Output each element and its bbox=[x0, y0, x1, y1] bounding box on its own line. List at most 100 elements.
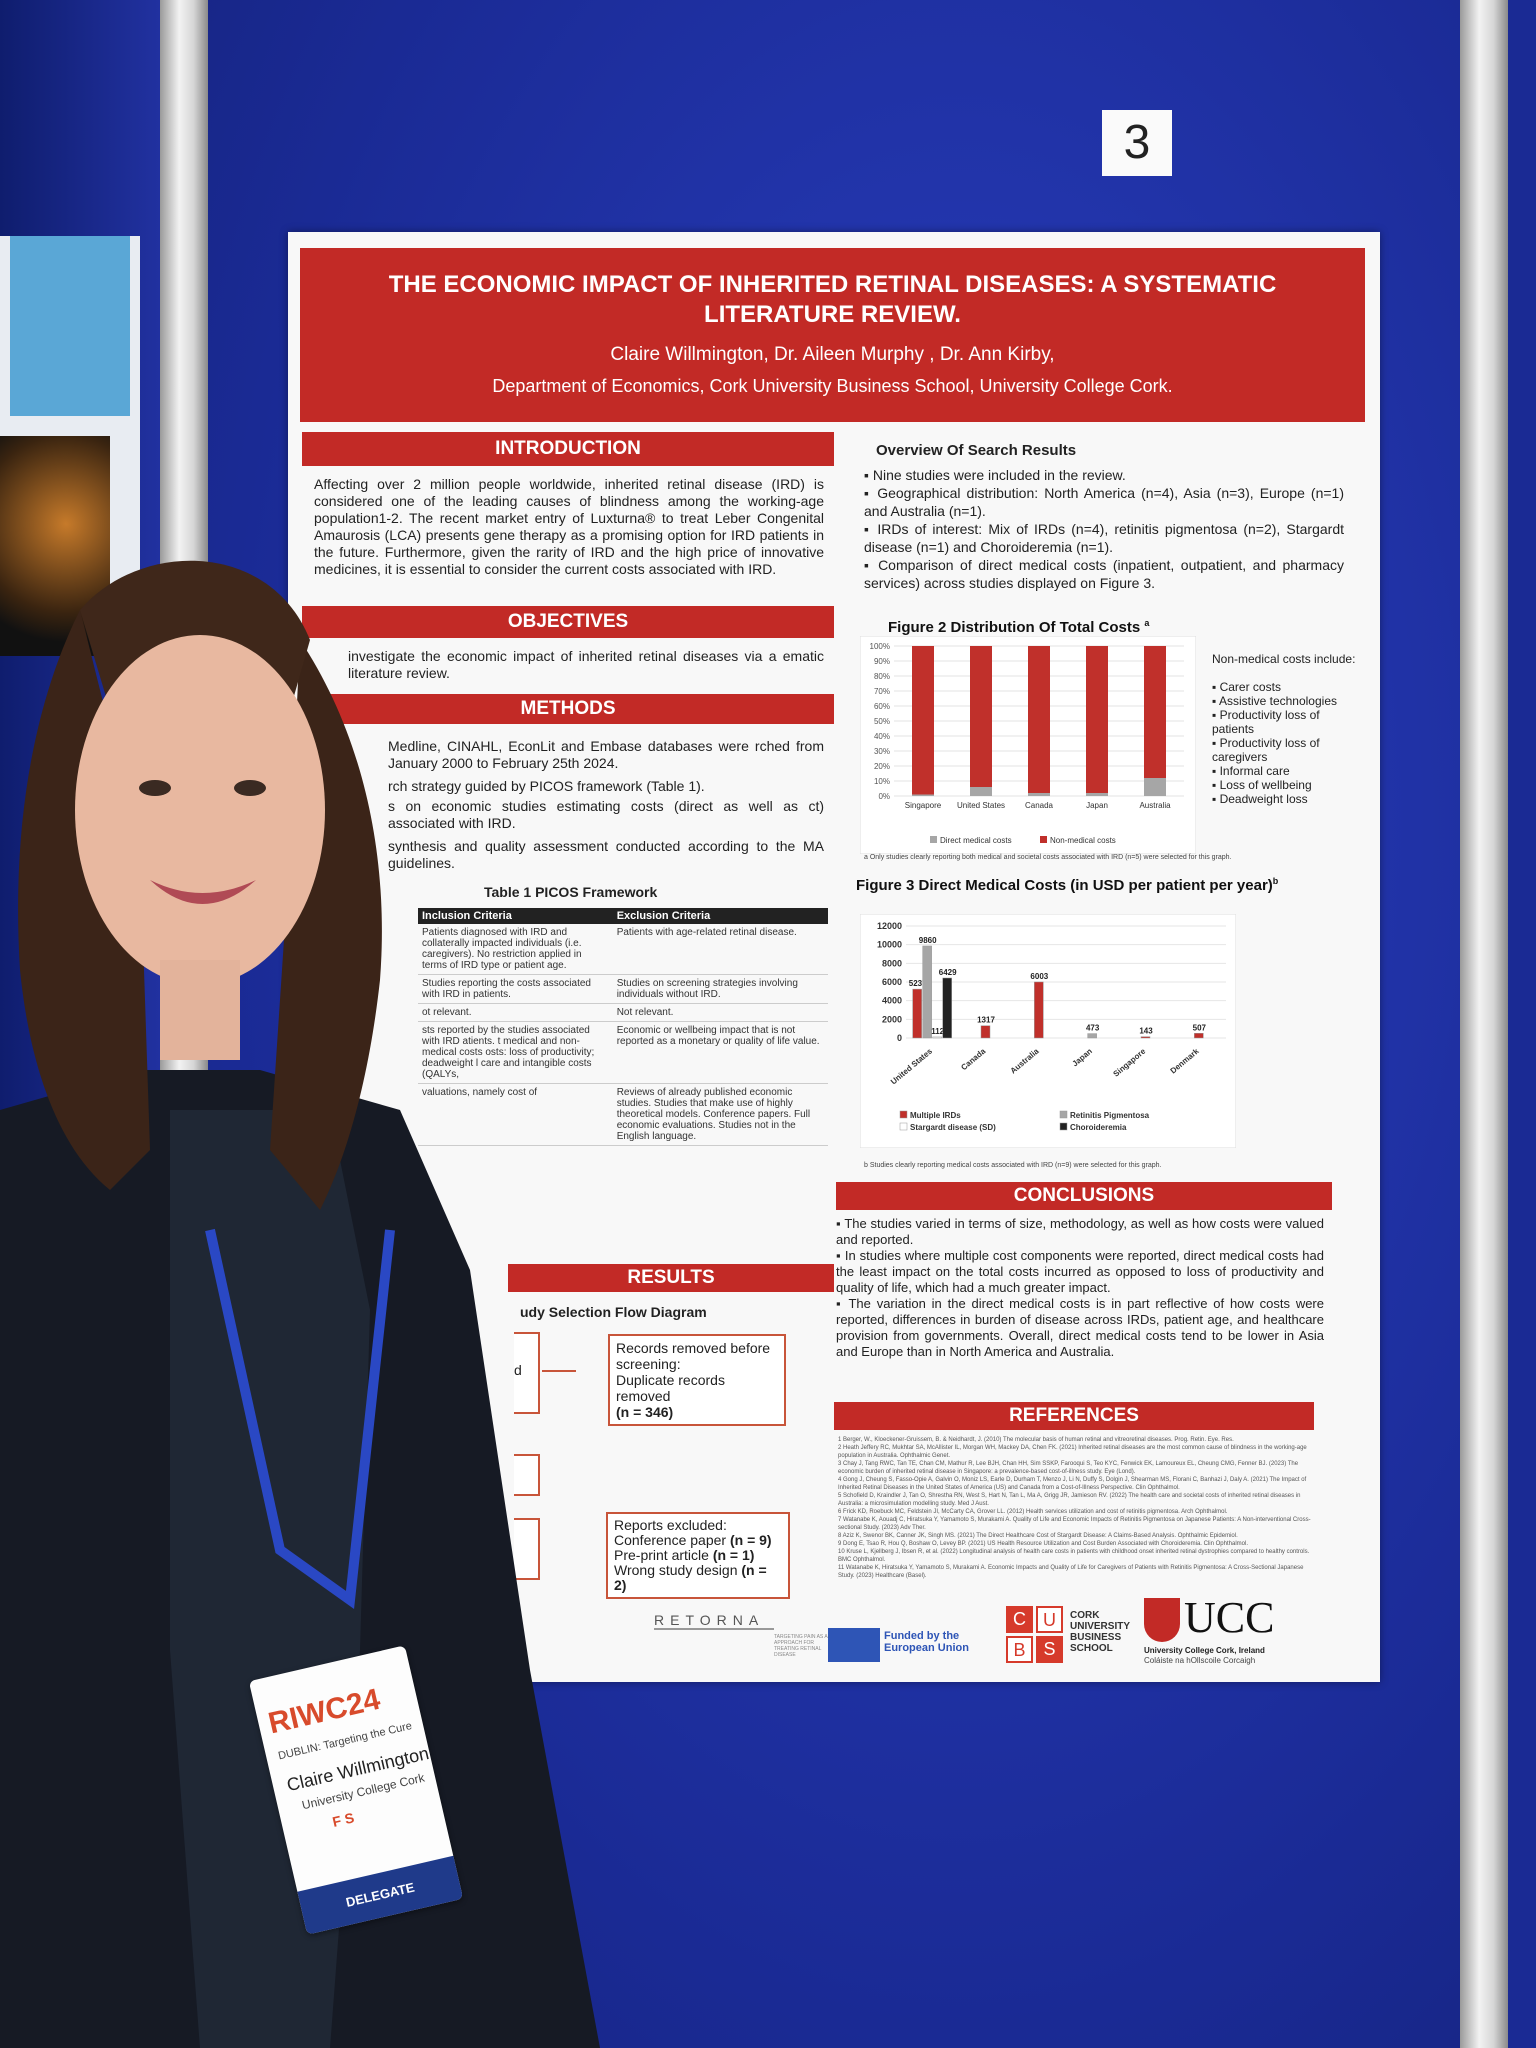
cubs-logo-icon: C U B S bbox=[1006, 1606, 1064, 1664]
badge-initials: F S bbox=[330, 1809, 356, 1830]
flow-arrow bbox=[542, 1370, 576, 1372]
figure-3-title-sup: b bbox=[1272, 876, 1279, 886]
y-tick-label: 8000 bbox=[882, 958, 902, 968]
table-row: sts reported by the studies associated w… bbox=[418, 1021, 828, 1084]
nonmedical-heading: Non-medical costs include: bbox=[1212, 652, 1356, 666]
reference-item: 8 Aziz K, Swenor BK, Canner JK, Singh MS… bbox=[838, 1533, 1238, 1539]
adjacent-poster bbox=[0, 236, 140, 656]
y-tick-label: 100% bbox=[870, 642, 890, 651]
y-tick-label: 6000 bbox=[882, 977, 902, 987]
stacked-bar-segment bbox=[970, 787, 992, 796]
y-tick-label: 0 bbox=[897, 1033, 902, 1043]
y-tick-label: 30% bbox=[874, 747, 890, 756]
flow-box-screened bbox=[514, 1454, 540, 1496]
overview-list: Nine studies were included in the review… bbox=[864, 466, 1344, 592]
presenter-hair-left bbox=[18, 610, 151, 1190]
references-list: 1 Berger, W., Kloeckener-Gruissem, B. & … bbox=[838, 1436, 1314, 1580]
presenter-eye-left bbox=[139, 780, 171, 796]
conclusions-list: The studies varied in terms of size, met… bbox=[836, 1216, 1324, 1360]
retorna-logo-text: RETORNA bbox=[654, 1612, 774, 1630]
ucc-subtitle-irish: Coláiste na hOllscoile Corcaigh bbox=[1144, 1656, 1256, 1665]
excluded-item-count: (n = 1) bbox=[712, 1547, 755, 1563]
table-cell: sts reported by the studies associated w… bbox=[418, 1021, 613, 1084]
bar bbox=[912, 988, 922, 1039]
table-cell: Patients with age-related retinal diseas… bbox=[612, 924, 828, 975]
adjacent-poster-crest bbox=[10, 236, 130, 416]
excluded-item-label: Conference paper bbox=[614, 1532, 727, 1548]
table-cell: Studies reporting the costs associated w… bbox=[418, 974, 613, 1004]
reference-item: 7 Watanabe K, Aouadj C, Hiratsuka Y, Yam… bbox=[838, 1517, 1311, 1531]
presenter-neck bbox=[160, 960, 240, 1060]
x-tick-label: Canada bbox=[1025, 801, 1054, 810]
nonmedical-item: Carer costs bbox=[1212, 680, 1362, 694]
legend-label: Choroideremia bbox=[1070, 1123, 1127, 1132]
excluded-item: Conference paper (n = 9) bbox=[614, 1533, 782, 1548]
nonmedical-list: Carer costs Assistive technologies Produ… bbox=[1212, 680, 1362, 806]
poster-title: THE ECONOMIC IMPACT OF INHERITED RETINAL… bbox=[388, 271, 1277, 328]
objectives-heading: OBJECTIVES bbox=[302, 606, 834, 638]
bar bbox=[1194, 1033, 1204, 1039]
stacked-bar-segment bbox=[912, 646, 934, 795]
flow-diagram-title: udy Selection Flow Diagram bbox=[520, 1304, 707, 1320]
y-tick-label: 90% bbox=[874, 657, 890, 666]
introduction-heading: INTRODUCTION bbox=[302, 432, 834, 466]
data-label: 143 bbox=[1139, 1027, 1153, 1036]
overview-bullet: Comparison of direct medical costs (inpa… bbox=[864, 556, 1344, 592]
data-label: 6429 bbox=[939, 968, 957, 977]
table-title: Table 1 PICOS Framework bbox=[484, 884, 658, 900]
data-label: 5237 bbox=[909, 979, 927, 988]
reference-item: 6 Frick KD, Roebuck MC, Feldstein JI, Mc… bbox=[838, 1509, 1228, 1515]
figure-3-note: b Studies clearly reporting medical cost… bbox=[864, 1162, 1162, 1169]
bar bbox=[980, 1025, 991, 1039]
stacked-bar-segment bbox=[1144, 778, 1166, 796]
lanyard bbox=[205, 1228, 395, 1610]
conclusion-bullet: In studies where multiple cost component… bbox=[836, 1248, 1324, 1296]
right-display-board bbox=[1508, 0, 1536, 2048]
reference-item: 4 Gong J, Cheung S, Fasso-Opie A, Galvin… bbox=[838, 1477, 1307, 1491]
excluded-item-count: (n = 2) bbox=[614, 1562, 767, 1593]
legend-swatch bbox=[1059, 1122, 1068, 1131]
nonmedical-item: Assistive technologies bbox=[1212, 694, 1362, 708]
legend-label: Stargardt disease (SD) bbox=[910, 1123, 996, 1132]
reports-excluded-title: Reports excluded: bbox=[614, 1517, 727, 1533]
table-header-exclusion: Exclusion Criteria bbox=[612, 908, 828, 924]
bar bbox=[1034, 981, 1044, 1039]
figure-2-title-text: Figure 2 Distribution Of Total Costs bbox=[888, 619, 1141, 636]
results-heading: RESULTS bbox=[508, 1264, 834, 1292]
y-tick-label: 20% bbox=[874, 762, 890, 771]
methods-line-2: rch strategy guided by PICOS framework (… bbox=[388, 778, 705, 794]
presenter-person bbox=[0, 560, 600, 2048]
figure-2-note: a Only studies clearly reporting both me… bbox=[864, 854, 1232, 861]
excluded-item: Pre-print article (n = 1) bbox=[614, 1548, 782, 1563]
legend-swatch bbox=[1040, 836, 1047, 843]
ucc-subtitle: University College Cork, Ireland bbox=[1144, 1646, 1265, 1655]
reference-item: 2 Heath Jeffery RC, Mukhtar SA, McAllist… bbox=[838, 1445, 1307, 1459]
reference-item: 10 Kruse L, Kjellberg J, Ibsen R, et al.… bbox=[838, 1549, 1310, 1563]
overview-bullet: Nine studies were included in the review… bbox=[864, 466, 1344, 484]
conclusions-heading: CONCLUSIONS bbox=[836, 1182, 1332, 1210]
retorna-logo: RETORNA TARGETING PAIN AS AN APPROACH FO… bbox=[654, 1612, 831, 1658]
poster-banner: THE ECONOMIC IMPACT OF INHERITED RETINAL… bbox=[300, 248, 1365, 422]
references-heading: REFERENCES bbox=[834, 1402, 1314, 1430]
table-header-row: Inclusion Criteria Exclusion Criteria bbox=[418, 908, 828, 924]
methods-line-4: synthesis and quality assessment conduct… bbox=[388, 838, 824, 871]
stacked-bar-segment bbox=[970, 646, 992, 787]
legend-label: Retinitis Pigmentosa bbox=[1070, 1111, 1150, 1120]
cubs-letter: B bbox=[1006, 1636, 1033, 1663]
table-cell: Patients diagnosed with IRD and collater… bbox=[418, 924, 613, 975]
figure-2-title-sup: a bbox=[1144, 618, 1150, 628]
legend-label: Direct medical costs bbox=[940, 836, 1012, 845]
reference-item: 9 Dong E, Tsao R, Hou Q, Boshaw O, Levey… bbox=[838, 1541, 1248, 1547]
figure-3-title-text: Figure 3 Direct Medical Costs (in USD pe… bbox=[856, 877, 1273, 894]
cubs-text: CORK UNIVERSITY BUSINESS SCHOOL bbox=[1070, 1610, 1130, 1654]
overview-heading: Overview Of Search Results bbox=[876, 442, 1077, 459]
data-label: 507 bbox=[1193, 1023, 1207, 1032]
table-row: ot relevant. Not relevant. bbox=[418, 1003, 828, 1022]
nonmedical-item: Productivity loss of caregivers bbox=[1212, 736, 1362, 764]
x-tick-label: Australia bbox=[1139, 801, 1171, 810]
poster-authors: Claire Willmington, Dr. Aileen Murphy , … bbox=[610, 344, 1055, 365]
bar bbox=[1087, 1033, 1097, 1039]
right-board-pole bbox=[1460, 0, 1508, 2048]
table-row: valuations, namely cost of Reviews of al… bbox=[418, 1083, 828, 1146]
ucc-crest-icon bbox=[1144, 1598, 1180, 1642]
